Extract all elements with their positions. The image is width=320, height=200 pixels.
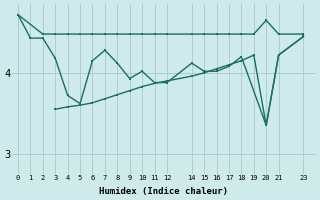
X-axis label: Humidex (Indice chaleur): Humidex (Indice chaleur) [99, 187, 228, 196]
